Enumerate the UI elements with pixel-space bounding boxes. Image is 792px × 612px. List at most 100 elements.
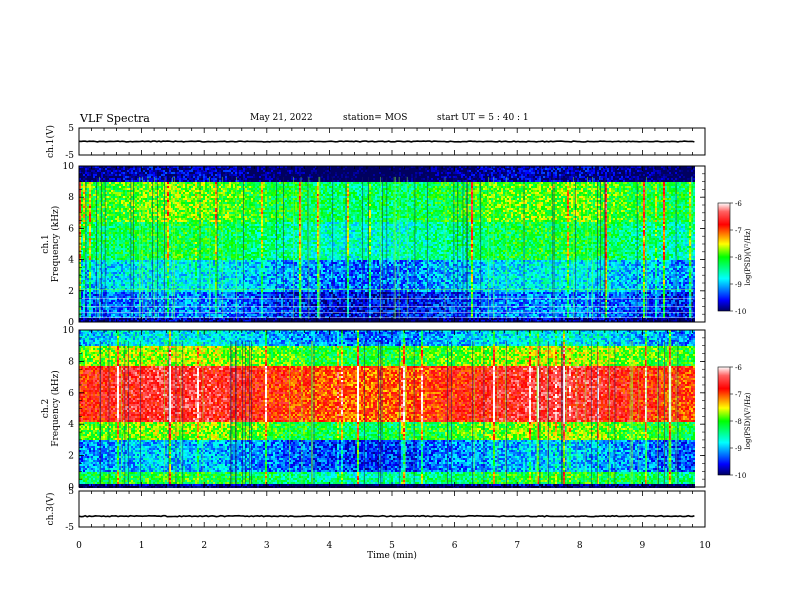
spectrogram-cell: [193, 166, 195, 168]
spectrogram-cell: [129, 274, 131, 276]
spectrogram-cell: [113, 232, 115, 234]
spectrogram-cell: [201, 190, 203, 192]
spectrogram-cell: [109, 214, 111, 216]
spectrogram-cell: [165, 174, 167, 176]
spectrogram-cell: [189, 196, 191, 198]
spectrogram-cell: [99, 168, 101, 170]
spectrogram-cell: [107, 264, 109, 266]
spectrogram-cell: [201, 296, 203, 298]
spectrogram-cell: [83, 180, 85, 182]
spectrogram-cell: [135, 250, 137, 252]
spectrogram-cell: [195, 286, 197, 288]
spectrogram-cell: [197, 224, 199, 226]
spectrogram-cell: [137, 166, 139, 168]
spectrogram-cell: [181, 280, 183, 282]
spectrogram-cell: [161, 274, 163, 276]
spectrogram-cell: [141, 262, 143, 264]
spectrogram-cell: [185, 186, 187, 188]
spectrogram-cell: [119, 198, 121, 200]
spectrogram-cell: [205, 216, 207, 218]
spectrogram-cell: [91, 280, 93, 282]
spectrogram-cell: [205, 196, 207, 198]
spectrogram-cell: [91, 252, 93, 254]
spectrogram-cell: [159, 274, 161, 276]
spectrogram-cell: [93, 192, 95, 194]
spectrogram-cell: [193, 314, 195, 316]
spectrogram-cell: [167, 218, 169, 220]
spectrogram-cell: [175, 196, 177, 198]
spectrogram-cell: [173, 274, 175, 276]
spectrogram-cell: [181, 170, 183, 172]
spectrogram-cell: [189, 260, 191, 262]
spectrogram-cell: [135, 262, 137, 264]
spectrogram-cell: [157, 316, 159, 318]
spectrogram-cell: [183, 276, 185, 278]
spectrogram-cell: [131, 292, 133, 294]
spectrogram-cell: [123, 194, 125, 196]
spectrogram-cell: [189, 318, 191, 320]
spectrogram-cell: [97, 194, 99, 196]
spectrogram-cell: [161, 184, 163, 186]
spectrogram-cell: [83, 266, 85, 268]
spectrogram-cell: [189, 234, 191, 236]
spectrogram-cell: [119, 244, 121, 246]
spectrogram-cell: [95, 298, 97, 300]
spectrogram-cell: [137, 280, 139, 282]
spectrogram-cell: [161, 302, 163, 304]
spectrogram-cell: [113, 240, 115, 242]
spectrogram-cell: [181, 218, 183, 220]
spectrogram-cell: [93, 204, 95, 206]
spectrogram-cell: [173, 200, 175, 202]
spectrogram-cell: [151, 244, 153, 246]
spectrogram-cell: [89, 208, 91, 210]
spectrogram-cell: [119, 210, 121, 212]
spectrogram-cell: [187, 282, 189, 284]
spectrogram-cell: [89, 270, 91, 272]
spectrogram-cell: [137, 294, 139, 296]
spectrogram-cell: [163, 284, 165, 286]
spectrogram-cell: [115, 198, 117, 200]
spectrogram-cell: [133, 186, 135, 188]
spectrogram-cell: [195, 180, 197, 182]
spectrogram-cell: [99, 298, 101, 300]
spectrogram-cell: [203, 254, 205, 256]
spectrogram-cell: [187, 236, 189, 238]
spectrogram-cell: [167, 276, 169, 278]
spectrogram-cell: [189, 182, 191, 184]
spectrogram-cell: [111, 310, 113, 312]
spectrogram-cell: [101, 166, 103, 168]
spectrogram-cell: [87, 216, 89, 218]
spectrogram-cell: [193, 196, 195, 198]
spectrogram-cell: [97, 276, 99, 278]
spectrogram-cell: [151, 296, 153, 298]
spectrogram-cell: [157, 232, 159, 234]
spectrogram-cell: [191, 282, 193, 284]
spectrogram-cell: [121, 238, 123, 240]
spectrogram-cell: [201, 208, 203, 210]
spectrogram-cell: [171, 276, 173, 278]
spectrogram-cell: [127, 174, 129, 176]
spectrogram-cell: [203, 180, 205, 182]
spectrogram-cell: [191, 262, 193, 264]
spectrogram-cell: [167, 258, 169, 260]
spectrogram-cell: [99, 246, 101, 248]
spectrogram-cell: [103, 238, 105, 240]
spectrogram-cell: [145, 248, 147, 250]
spectrogram-cell: [197, 302, 199, 304]
spectrogram-cell: [159, 224, 161, 226]
spectrogram-cell: [89, 240, 91, 242]
spectrogram-cell: [83, 294, 85, 296]
spectrogram-cell: [81, 318, 83, 320]
spectrogram-cell: [101, 278, 103, 280]
spectrogram-cell: [101, 286, 103, 288]
spectrogram-cell: [205, 176, 207, 178]
spectrogram-cell: [103, 270, 105, 272]
spectrogram-cell: [119, 242, 121, 244]
spectrogram-cell: [81, 298, 83, 300]
spectrogram-cell: [175, 298, 177, 300]
spectrogram-cell: [183, 318, 185, 320]
spectrogram-cell: [173, 308, 175, 310]
spectrogram-cell: [117, 214, 119, 216]
spectrogram-cell: [201, 182, 203, 184]
spectrogram-cell: [79, 186, 81, 188]
